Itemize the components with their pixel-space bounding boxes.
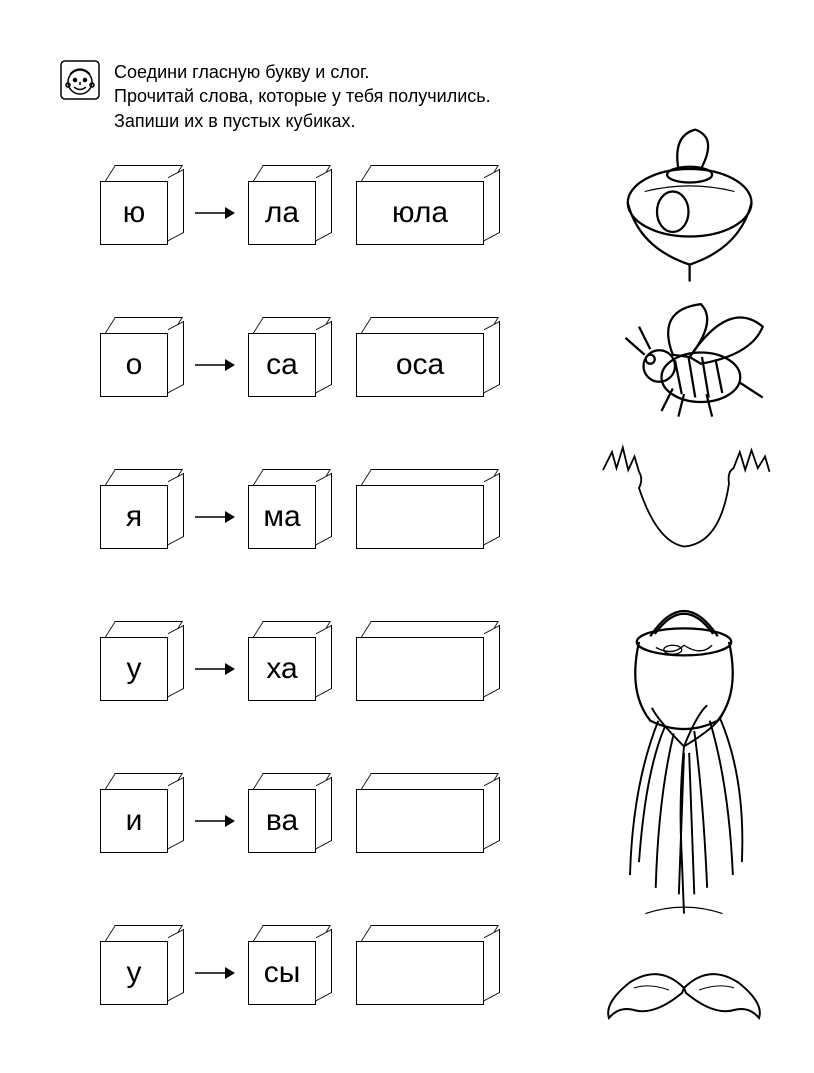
mustache-icon [594, 923, 774, 1073]
arrow-icon [192, 205, 242, 221]
word-text [356, 941, 484, 1005]
arrow-icon [192, 965, 242, 981]
word-text [356, 485, 484, 549]
letter-text: у [100, 637, 168, 701]
word-text [356, 789, 484, 853]
letter-cube: и [100, 789, 168, 853]
instructions: Соедини гласную букву и слог. Прочитай с… [114, 60, 491, 133]
syllable-cube: ва [248, 789, 316, 853]
letter-cube: у [100, 637, 168, 701]
arrow-icon [192, 357, 242, 373]
syllable-text: сы [248, 941, 316, 1005]
letter-text: и [100, 789, 168, 853]
exercise-row: и ва [100, 771, 764, 871]
word-text: юла [356, 181, 484, 245]
letter-cube: о [100, 333, 168, 397]
letter-cube: ю [100, 181, 168, 245]
word-cube[interactable] [356, 941, 484, 1005]
exercise-row: у сы [100, 923, 764, 1023]
letter-text: ю [100, 181, 168, 245]
word-cube[interactable] [356, 485, 484, 549]
syllable-text: ха [248, 637, 316, 701]
worksheet-header: Соедини гласную букву и слог. Прочитай с… [60, 60, 764, 133]
letter-text: я [100, 485, 168, 549]
arrow-icon [192, 509, 242, 525]
word-text [356, 637, 484, 701]
willow-icon [594, 726, 774, 896]
syllable-text: са [248, 333, 316, 397]
syllable-text: ва [248, 789, 316, 853]
syllable-text: ла [248, 181, 316, 245]
word-text: оса [356, 333, 484, 397]
arrow-icon [192, 661, 242, 677]
letter-text: о [100, 333, 168, 397]
pit-icon [594, 422, 774, 572]
instruction-line: Соедини гласную букву и слог. [114, 60, 491, 84]
word-cube[interactable] [356, 789, 484, 853]
syllable-text: ма [248, 485, 316, 549]
exercise-row: я ма [100, 467, 764, 567]
syllable-cube: сы [248, 941, 316, 1005]
face-icon [60, 60, 100, 100]
word-cube[interactable] [356, 637, 484, 701]
word-cube[interactable]: оса [356, 333, 484, 397]
letter-cube: у [100, 941, 168, 1005]
instruction-line: Запиши их в пустых кубиках. [114, 109, 491, 133]
syllable-cube: ла [248, 181, 316, 245]
letter-text: у [100, 941, 168, 1005]
spinning-top-icon [594, 133, 774, 283]
exercise-row: ю ла юла [100, 163, 764, 263]
arrow-icon [192, 813, 242, 829]
letter-cube: я [100, 485, 168, 549]
wasp-icon [594, 285, 774, 435]
word-cube[interactable]: юла [356, 181, 484, 245]
instruction-line: Прочитай слова, которые у тебя получилис… [114, 84, 491, 108]
syllable-cube: са [248, 333, 316, 397]
syllable-cube: ха [248, 637, 316, 701]
syllable-cube: ма [248, 485, 316, 549]
exercise-row: о са оса [100, 315, 764, 415]
exercise-rows: ю ла юла [100, 163, 764, 1023]
